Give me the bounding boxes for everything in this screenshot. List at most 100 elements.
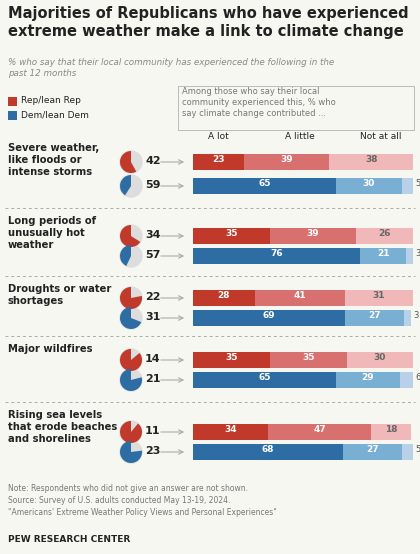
Text: 30: 30	[363, 179, 375, 188]
Wedge shape	[120, 421, 142, 443]
Text: 65: 65	[258, 179, 271, 188]
Text: 27: 27	[366, 445, 378, 454]
Bar	[193, 372, 336, 388]
Text: 38: 38	[365, 155, 378, 164]
Text: 65: 65	[258, 373, 271, 382]
Text: 35: 35	[302, 353, 315, 362]
Bar	[407, 248, 413, 264]
Text: 6: 6	[415, 373, 420, 382]
Circle shape	[120, 225, 142, 247]
Text: Among those who say their local
community experienced this, % who
say climate ch: Among those who say their local communit…	[182, 87, 336, 118]
Bar	[193, 248, 360, 264]
Wedge shape	[120, 175, 131, 196]
Bar	[402, 444, 413, 460]
Text: 57: 57	[145, 250, 160, 260]
Text: 22: 22	[145, 292, 160, 302]
Bar	[244, 154, 329, 170]
Circle shape	[120, 287, 142, 309]
Bar	[404, 310, 411, 326]
Wedge shape	[120, 245, 131, 266]
Bar	[193, 154, 244, 170]
Text: 21: 21	[377, 249, 390, 258]
Text: 39: 39	[280, 155, 293, 164]
Wedge shape	[120, 307, 141, 329]
Text: Long periods of
unusually hot
weather: Long periods of unusually hot weather	[8, 216, 96, 250]
Wedge shape	[120, 287, 142, 309]
Text: 3: 3	[413, 311, 418, 320]
Wedge shape	[120, 151, 136, 173]
Text: Rep/lean Rep: Rep/lean Rep	[21, 96, 81, 105]
Text: 28: 28	[218, 291, 230, 300]
Text: Droughts or water
shortages: Droughts or water shortages	[8, 284, 111, 306]
Text: 18: 18	[385, 425, 397, 434]
Circle shape	[120, 151, 142, 173]
Bar	[268, 424, 371, 440]
Circle shape	[120, 441, 142, 463]
Text: Majorities of Republicans who have experienced
extreme weather make a link to cl: Majorities of Republicans who have exper…	[8, 6, 409, 39]
Circle shape	[120, 245, 142, 267]
Wedge shape	[120, 225, 140, 247]
Text: 5: 5	[415, 445, 420, 454]
Text: PEW RESEARCH CENTER: PEW RESEARCH CENTER	[8, 535, 130, 544]
Text: Note: Respondents who did not give an answer are not shown.
Source: Survey of U.: Note: Respondents who did not give an an…	[8, 484, 277, 517]
Text: 68: 68	[262, 445, 274, 454]
Bar	[193, 228, 270, 244]
Text: 23: 23	[212, 155, 225, 164]
Text: 39: 39	[307, 229, 319, 238]
Text: Major wildfires: Major wildfires	[8, 344, 92, 354]
Text: 35: 35	[225, 229, 238, 238]
Bar	[356, 228, 413, 244]
Text: 69: 69	[262, 311, 275, 320]
Bar	[193, 178, 336, 194]
Text: Dem/lean Dem: Dem/lean Dem	[21, 110, 89, 119]
Text: 14: 14	[145, 354, 160, 364]
Circle shape	[120, 421, 142, 443]
Text: 41: 41	[294, 291, 306, 300]
Bar	[193, 444, 343, 460]
Text: 26: 26	[378, 229, 391, 238]
Circle shape	[120, 307, 142, 329]
Bar	[255, 290, 345, 306]
Text: 34: 34	[224, 425, 237, 434]
Bar	[193, 290, 255, 306]
Text: 30: 30	[374, 353, 386, 362]
Bar	[402, 178, 413, 194]
Bar	[343, 444, 402, 460]
Text: Rising sea levels
that erode beaches
and shorelines: Rising sea levels that erode beaches and…	[8, 410, 117, 444]
Text: 31: 31	[373, 291, 385, 300]
Text: 3: 3	[415, 249, 420, 258]
Text: Severe weather,
like floods or
intense storms: Severe weather, like floods or intense s…	[8, 143, 99, 177]
Text: A lot: A lot	[207, 132, 228, 141]
Bar	[270, 228, 356, 244]
Bar	[347, 352, 413, 368]
Text: 11: 11	[145, 426, 160, 436]
Text: 59: 59	[145, 180, 160, 190]
Bar	[400, 372, 413, 388]
Bar	[345, 290, 413, 306]
Bar	[193, 424, 268, 440]
Text: 27: 27	[368, 311, 381, 320]
Text: 34: 34	[145, 230, 160, 240]
Wedge shape	[120, 441, 142, 463]
Text: % who say that their local community has experienced the following in the
past 1: % who say that their local community has…	[8, 58, 334, 78]
Text: 5: 5	[415, 179, 420, 188]
Text: 47: 47	[313, 425, 326, 434]
Bar	[193, 352, 270, 368]
Text: 21: 21	[145, 374, 160, 384]
Wedge shape	[120, 369, 142, 391]
Bar	[371, 424, 411, 440]
Bar	[270, 352, 347, 368]
Circle shape	[120, 349, 142, 371]
Text: 42: 42	[145, 156, 160, 166]
Bar	[336, 372, 400, 388]
Bar	[329, 154, 413, 170]
Circle shape	[120, 175, 142, 197]
Text: 29: 29	[362, 373, 374, 382]
Bar	[360, 248, 407, 264]
Text: 31: 31	[145, 312, 160, 322]
Circle shape	[120, 369, 142, 391]
Text: 76: 76	[270, 249, 283, 258]
Bar	[336, 178, 402, 194]
Text: A little: A little	[285, 132, 315, 141]
Text: 23: 23	[145, 446, 160, 456]
